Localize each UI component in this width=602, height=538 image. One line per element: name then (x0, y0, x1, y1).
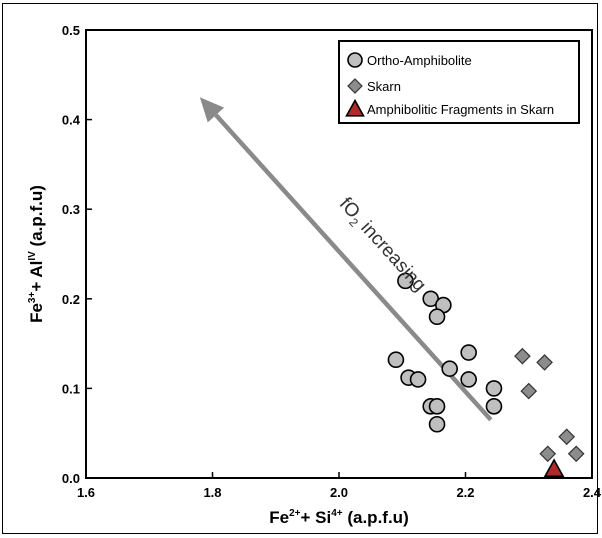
diamond-data-point (558, 428, 576, 446)
legend-triangle-marker (345, 98, 365, 117)
y-tick-label: 0.1 (62, 381, 80, 396)
x-tick-label: 2.4 (583, 485, 602, 500)
diamond-data-point (536, 354, 553, 371)
y-tick-label: 0.2 (62, 292, 80, 307)
circle-data-point (428, 415, 446, 433)
circle-data-point (409, 371, 427, 388)
circle-data-point (441, 360, 458, 377)
y-axis-label: Fe3++ AlIV (a.p.f.u) (27, 185, 46, 323)
circle-data-point (387, 351, 405, 369)
legend-diamond-marker (347, 78, 363, 94)
tick-layer: 1.6 1.8 2.0 2.2 2.4 0.0 0.1 0.2 0.3 0.4 0.5 (62, 23, 602, 500)
circle-data-point (485, 380, 503, 397)
x-tick-label: 2.0 (330, 485, 348, 500)
legend-entry-label: Ortho-Amphibolite (367, 53, 472, 68)
diamond-data-point (514, 347, 531, 365)
circle-data-point (485, 398, 503, 415)
x-axis-label: Fe2++ Si4+ (a.p.f.u) (269, 508, 408, 527)
circle-data-point (428, 398, 446, 415)
y-tick-label: 0.4 (62, 113, 81, 128)
legend-entry-label: Skarn (367, 79, 401, 94)
diamond-data-point (539, 445, 557, 463)
legend-entry-label: Amphibolitic Fragments in Skarn (367, 102, 554, 117)
legend-circle-marker (347, 52, 363, 68)
circle-data-point (397, 272, 414, 290)
y-tick-label: 0.5 (62, 23, 80, 38)
trend-arrow-head (199, 97, 225, 123)
x-tick-label: 1.8 (203, 485, 221, 500)
x-tick-label: 1.6 (77, 485, 95, 500)
legend: Ortho-Amphibolite Skarn Amphibolitic Fragm… (338, 40, 580, 124)
legend-box (338, 40, 580, 124)
x-tick-label: 2.2 (456, 485, 474, 500)
circle-data-point (428, 308, 446, 326)
triangle-data-point (543, 458, 565, 478)
circle-data-point (460, 371, 477, 388)
fo2-increasing-annotation: fO2 increasing (333, 194, 430, 298)
diamond-data-point (520, 382, 538, 400)
diamond-data-point (567, 445, 585, 463)
y-tick-label: 0.0 (62, 471, 80, 486)
circle-data-point (460, 344, 477, 361)
data-points-layer (387, 272, 585, 478)
y-tick-label: 0.3 (62, 202, 80, 217)
